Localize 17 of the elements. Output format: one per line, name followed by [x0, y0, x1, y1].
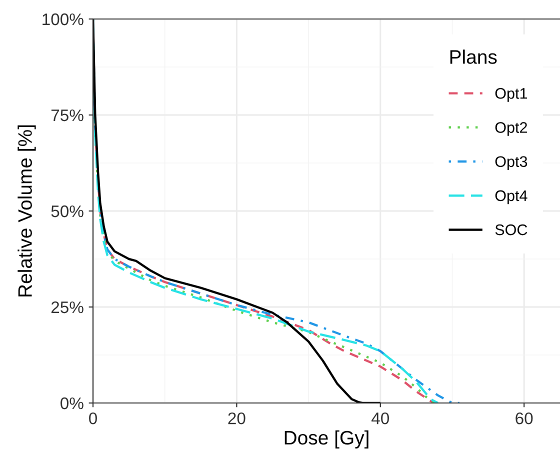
y-axis-title: Relative Volume [%]	[18, 125, 36, 296]
legend-title: Plans	[450, 50, 497, 64]
y-tick-label: 100%	[42, 13, 84, 26]
x-tick-label: 40	[372, 412, 390, 424]
y-tick-label: 25%	[51, 301, 84, 314]
legend-label: Opt3	[495, 156, 528, 170]
y-tick-label: 50%	[51, 205, 84, 218]
y-tick-label: 0%	[60, 397, 84, 410]
x-tick-label: 20	[228, 412, 246, 424]
x-axis-title: Dose [Gy]	[284, 430, 368, 448]
x-tick-label: 0	[89, 412, 97, 424]
legend-label: Opt1	[495, 88, 527, 102]
legend-label: Opt2	[495, 122, 527, 136]
legend-label: Opt4	[495, 190, 528, 204]
y-tick-label: 75%	[51, 109, 84, 122]
x-tick-label: 60	[516, 412, 533, 424]
legend-label: SOC	[495, 224, 528, 236]
